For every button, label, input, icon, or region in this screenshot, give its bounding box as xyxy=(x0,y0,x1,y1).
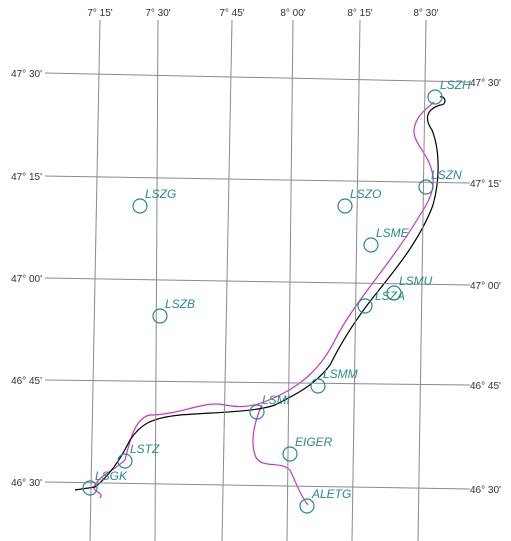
waypoint xyxy=(117,453,133,469)
latitude-label: 46° 30' xyxy=(11,478,42,489)
parallel xyxy=(44,481,471,490)
waypoint xyxy=(337,198,353,214)
waypoint-label: LSMM xyxy=(323,367,358,381)
latitude-label: 47° 15' xyxy=(470,179,501,190)
longitude-label: 7° 45' xyxy=(219,8,244,19)
waypoint xyxy=(249,404,265,420)
meridian xyxy=(351,19,361,541)
parallel xyxy=(44,379,471,386)
waypoint-label: LSMI xyxy=(262,393,291,407)
waypoint-label: ALETG xyxy=(311,487,351,501)
meridian xyxy=(286,19,294,541)
waypoint-label: LSZH xyxy=(440,78,471,92)
waypoint-label: LSZN xyxy=(431,168,462,182)
latitude-label: 46° 45' xyxy=(470,381,501,392)
track-black xyxy=(74,96,446,491)
track-magenta-branch xyxy=(252,404,309,506)
latitude-label: 47° 30' xyxy=(470,78,501,89)
longitude-label: 7° 15' xyxy=(87,8,112,19)
waypoint-label: LSME xyxy=(376,226,410,240)
waypoint-label: LSZO xyxy=(350,187,381,201)
waypoint xyxy=(132,198,148,214)
waypoint-label: EIGER xyxy=(295,435,333,449)
meridian xyxy=(154,19,159,541)
waypoint xyxy=(82,480,98,496)
waypoint xyxy=(357,298,373,314)
latitude-label: 47° 15' xyxy=(11,172,42,183)
latitude-label: 47° 30' xyxy=(11,69,42,80)
waypoint-label: LSZA xyxy=(375,289,405,303)
longitude-label: 8° 15' xyxy=(347,8,372,19)
waypoint-label: LSMU xyxy=(399,274,433,288)
waypoint xyxy=(427,89,443,105)
waypoint-label: LSGK xyxy=(95,469,128,483)
waypoint xyxy=(282,446,298,462)
parallel xyxy=(44,175,471,184)
waypoint-label: LSTZ xyxy=(130,442,160,456)
meridian xyxy=(89,19,101,541)
latitude-label: 47° 00' xyxy=(11,274,42,285)
waypoint xyxy=(152,308,168,324)
longitude-label: 7° 30' xyxy=(145,8,170,19)
waypoint xyxy=(418,179,434,195)
latitude-label: 47° 00' xyxy=(470,281,501,292)
meridian xyxy=(417,19,427,541)
latitude-label: 46° 45' xyxy=(11,376,42,387)
waypoint xyxy=(310,378,326,394)
waypoint xyxy=(386,285,402,301)
latitude-label: 46° 30' xyxy=(470,485,501,496)
parallel xyxy=(44,72,471,83)
longitude-label: 8° 30' xyxy=(413,8,438,19)
parallel xyxy=(44,277,471,286)
waypoint xyxy=(363,237,379,253)
track-magenta xyxy=(93,101,435,499)
waypoint-label: LSZB xyxy=(165,297,195,311)
waypoint xyxy=(299,498,315,514)
waypoint-label: LSZG xyxy=(145,187,176,201)
longitude-label: 8° 00' xyxy=(280,8,305,19)
